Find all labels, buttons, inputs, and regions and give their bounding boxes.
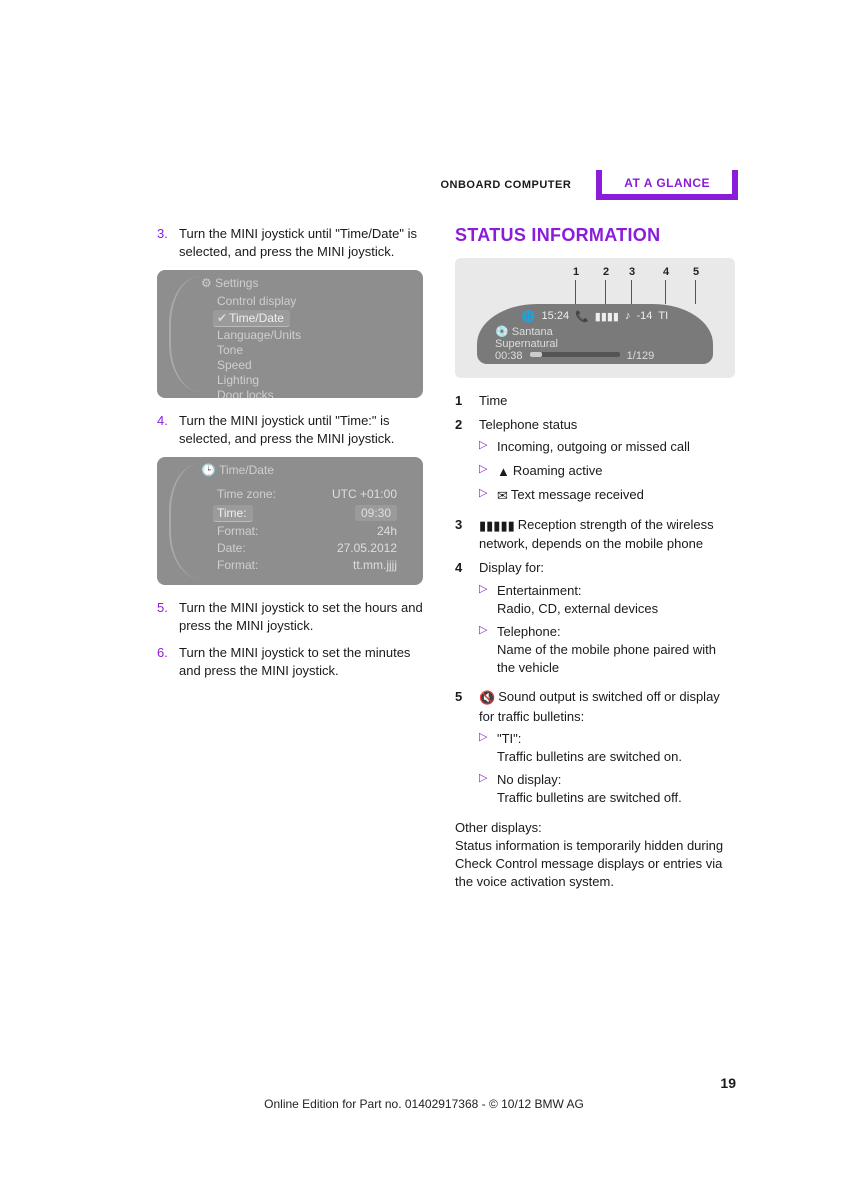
field-value: tt.mm.jjjj	[353, 558, 397, 572]
status-diagram: 1 2 3 4 5 🌐 15:24 📞 ▮▮▮▮ ♪ -1	[455, 258, 735, 378]
instruction-list: 5. Turn the MINI joystick to set the hou…	[157, 599, 425, 679]
check-icon: ✔	[217, 311, 227, 325]
globe-icon: 🌐	[522, 310, 536, 323]
callout-number: 5	[693, 266, 699, 278]
instruction-list: 3. Turn the MINI joystick until "Time/Da…	[157, 225, 425, 260]
step-text: Turn the MINI joystick to set the minute…	[179, 644, 425, 679]
step-text: Turn the MINI joystick until "Time/Date"…	[179, 225, 425, 260]
signal-icon: ▮▮▮▮▮	[479, 517, 515, 535]
legend-number: 3	[455, 516, 469, 553]
legend-number: 2	[455, 416, 469, 510]
bullet-lead: "TI":	[497, 731, 521, 746]
field-label-selected: Time:	[213, 505, 253, 522]
header-section-label: ONBOARD COMPUTER	[440, 179, 571, 191]
step-text: Turn the MINI joystick until "Time:" is …	[179, 412, 425, 447]
field-label: Format:	[217, 558, 258, 572]
legend-text: Sound output is switched off or display …	[479, 689, 720, 723]
field-value: 24h	[377, 524, 397, 538]
section-heading: STATUS INFORMATION	[455, 225, 735, 246]
bullet-lead: No display:	[497, 772, 561, 787]
step-number: 5.	[157, 599, 169, 634]
bullet-lead: Telephone:	[497, 624, 561, 639]
legend-number: 5	[455, 688, 469, 812]
menu-item-selected: Time/Date	[229, 311, 284, 325]
bullet-sub: Traffic bulletins are switched on.	[497, 749, 682, 764]
status-progress: 00:38	[495, 350, 523, 362]
screenshot-title: Time/Date	[219, 463, 274, 477]
field-label: Time zone:	[217, 487, 276, 501]
bullet-text: Text message received	[511, 487, 644, 502]
timedate-screenshot: 🕒 Time/Date Time zone: UTC +01:00 Time: …	[157, 457, 423, 585]
menu-item: Tone	[217, 343, 243, 357]
legend-text: Telephone status	[479, 417, 577, 432]
field-value: UTC +01:00	[332, 487, 397, 501]
callout-number: 3	[629, 266, 635, 278]
other-displays-text: Status information is temporarily hidden…	[455, 837, 735, 892]
legend-number: 4	[455, 559, 469, 682]
page-number: 19	[720, 1075, 736, 1091]
status-time: 15:24	[542, 310, 570, 323]
bullet-lead: Entertainment:	[497, 583, 582, 598]
right-column: STATUS INFORMATION 1 2 3 4 5 🌐 15:24 📞	[455, 225, 735, 891]
menu-item: Control display	[217, 294, 296, 308]
mute-icon: 🔇	[479, 689, 495, 707]
callout-number: 2	[603, 266, 609, 278]
status-ti: TI	[658, 310, 668, 323]
roaming-icon: ▲	[497, 463, 510, 481]
left-column: 3. Turn the MINI joystick until "Time/Da…	[157, 225, 425, 891]
callout-number: 1	[573, 266, 579, 278]
signal-icon: ▮▮▮▮	[595, 310, 619, 323]
settings-screenshot: ⚙ Settings Control display ✔Time/Date La…	[157, 270, 423, 398]
message-icon: ✉	[497, 487, 508, 505]
status-artist: Santana	[512, 326, 553, 338]
instruction-list: 4. Turn the MINI joystick until "Time:" …	[157, 412, 425, 447]
bullet-text: Incoming, outgoing or missed call	[497, 439, 690, 454]
menu-item: Speed	[217, 358, 252, 372]
other-displays-label: Other displays:	[455, 819, 735, 837]
callout-number: 4	[663, 266, 669, 278]
bullet-sub: Name of the mobile phone paired with the…	[497, 642, 716, 675]
legend-text: Time	[479, 392, 507, 410]
step-number: 3.	[157, 225, 169, 260]
legend-text: Display for:	[479, 560, 544, 575]
bullet-text: Roaming active	[513, 463, 603, 478]
screenshot-title: Settings	[215, 276, 258, 290]
disc-icon: 💿	[495, 326, 509, 338]
field-value: 27.05.2012	[337, 541, 397, 555]
bullet-sub: Radio, CD, external devices	[497, 601, 658, 616]
page-header: ONBOARD COMPUTER AT A GLANCE	[440, 170, 738, 200]
bullet-sub: Traffic bulletins are switched off.	[497, 790, 682, 805]
legend-number: 1	[455, 392, 469, 410]
field-value-selected: 09:30	[355, 505, 397, 521]
menu-item: Language/Units	[217, 328, 301, 342]
phone-icon: 📞	[575, 310, 589, 323]
menu-item: Lighting	[217, 373, 259, 387]
note-icon: ♪	[625, 310, 631, 323]
header-tab-label: AT A GLANCE	[596, 170, 738, 200]
status-album: Supernatural	[495, 338, 558, 350]
menu-item: Door locks	[217, 388, 274, 398]
step-text: Turn the MINI joystick to set the hours …	[179, 599, 425, 634]
step-number: 4.	[157, 412, 169, 447]
status-temp: -14	[636, 310, 652, 323]
clock-icon: 🕒	[201, 463, 216, 477]
footer-text: Online Edition for Part no. 01402917368 …	[0, 1097, 848, 1111]
legend-list: 1 Time 2 Telephone status Incoming, outg…	[455, 392, 735, 813]
status-track: 1/129	[627, 350, 655, 362]
gear-icon: ⚙	[201, 276, 212, 290]
step-number: 6.	[157, 644, 169, 679]
field-label: Date:	[217, 541, 246, 555]
field-label: Format:	[217, 524, 258, 538]
